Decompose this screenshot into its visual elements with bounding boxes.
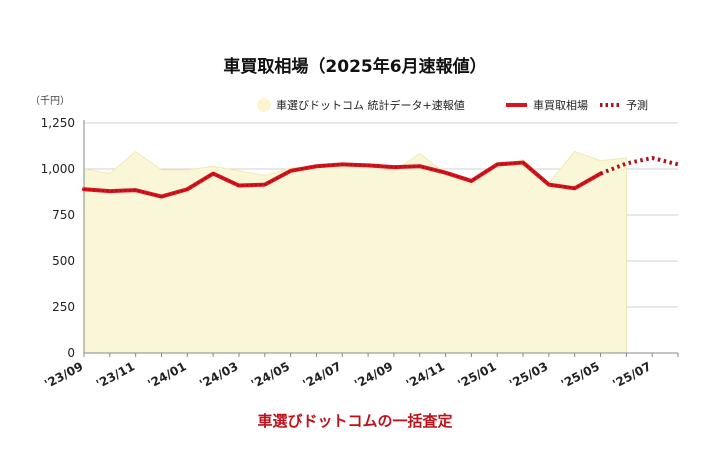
legend-marker-area [257, 98, 271, 112]
x-tick-label: '23/09 [42, 359, 85, 391]
y-tick-label: 500 [52, 254, 75, 268]
legend-label-area: 車選びドットコム 統計データ+速報値 [276, 98, 465, 112]
x-tick-label: '24/11 [404, 359, 447, 391]
y-tick-label: 1,250 [41, 116, 75, 130]
x-tick-label: '25/03 [507, 359, 550, 391]
series-line-market-price-texture [83, 161, 601, 198]
y-tick-label: 250 [52, 300, 75, 314]
legend: 車選びドットコム 統計データ+速報値 車買取相場 予測 [257, 98, 648, 112]
y-tick-label: 1,000 [41, 162, 75, 176]
x-tick-label: '24/03 [197, 359, 240, 391]
x-tick-label: '25/07 [610, 359, 653, 391]
x-tick-label: '25/01 [455, 359, 498, 391]
y-axis-unit: （千円） [30, 95, 70, 107]
y-tick-label: 750 [52, 208, 75, 222]
x-tick-label: '24/09 [352, 359, 395, 391]
x-tick-label: '24/01 [146, 359, 189, 391]
chart-title: 車買取相場（2025年6月速報値） [223, 56, 486, 77]
x-tick-label: '25/05 [559, 359, 602, 391]
x-tick-label: '24/07 [300, 359, 343, 391]
legend-label-solid: 車買取相場 [533, 98, 588, 112]
footer-caption: 車選びドットコムの一括査定 [257, 412, 452, 430]
x-tick-label: '24/05 [249, 359, 292, 391]
plot-area: 02505007501,0001,250'23/09'23/11'24/01'2… [41, 116, 679, 391]
y-tick-label: 0 [67, 346, 75, 360]
legend-label-dotted: 予測 [626, 98, 648, 112]
series-line-forecast [599, 155, 679, 176]
x-tick-label: '23/11 [94, 359, 137, 391]
